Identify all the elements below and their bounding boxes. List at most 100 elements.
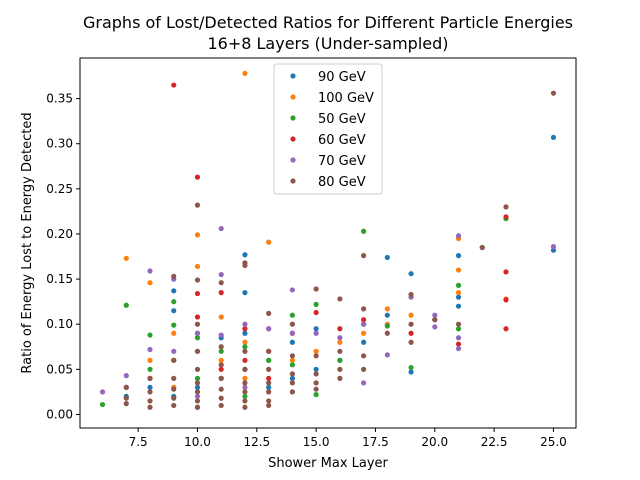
data-point (194, 174, 201, 180)
data-point (266, 357, 272, 363)
data-point (194, 348, 201, 354)
data-point (266, 366, 272, 372)
data-point (242, 393, 248, 400)
data-point (194, 314, 201, 320)
y-tick-label: 0.15 (46, 272, 73, 286)
data-point (550, 247, 557, 253)
data-point (171, 348, 177, 354)
data-point (171, 330, 177, 336)
data-point (147, 346, 153, 353)
data-point (289, 357, 295, 363)
legend-marker (290, 115, 296, 121)
data-point (503, 214, 509, 220)
data-point (171, 308, 177, 314)
legend-marker (290, 178, 296, 184)
data-point (242, 344, 248, 350)
data-point (147, 357, 153, 363)
data-point (361, 339, 367, 345)
data-point (337, 357, 343, 363)
data-point (171, 82, 177, 88)
legend-label: 90 GeV (318, 70, 366, 85)
legend-marker (290, 157, 296, 163)
data-point (266, 384, 272, 390)
chart-title: Graphs of Lost/Detected Ratios for Diffe… (83, 13, 573, 32)
data-point (194, 393, 201, 400)
data-point (123, 373, 129, 379)
data-point (289, 389, 295, 395)
legend-marker (290, 136, 296, 142)
data-point (147, 404, 153, 410)
data-point (194, 290, 201, 297)
data-point (171, 322, 177, 328)
legend: 90 GeV 100 GeV 50 GeV 60 GeV 70 GeV 80 GeV (273, 63, 383, 195)
data-point (123, 302, 129, 308)
data-point (147, 332, 153, 338)
data-point (289, 380, 295, 386)
data-point (147, 268, 153, 274)
legend-label: 50 GeV (318, 112, 366, 127)
data-point (242, 348, 248, 354)
data-point (361, 317, 367, 323)
data-point (194, 321, 201, 327)
data-point (194, 263, 201, 270)
data-point (218, 280, 224, 286)
series-50-gev (99, 216, 509, 410)
data-point (361, 228, 367, 234)
data-point (242, 290, 248, 296)
data-point (384, 306, 390, 312)
data-point (218, 366, 224, 372)
y-tick-label: 0.20 (46, 227, 73, 241)
data-point (337, 335, 343, 341)
data-point (242, 380, 248, 386)
plot-frame (79, 57, 577, 429)
data-point (242, 389, 248, 395)
data-point (99, 401, 106, 408)
data-point (242, 326, 248, 332)
data-point (242, 375, 248, 381)
y-tick-label: 0.10 (46, 317, 73, 331)
data-point (218, 314, 224, 320)
legend-label: 100 GeV (318, 91, 374, 106)
data-point (242, 330, 248, 336)
data-point (337, 339, 343, 345)
data-point (455, 303, 462, 309)
legend-label: 70 GeV (318, 154, 366, 169)
data-point (503, 297, 509, 303)
data-point (99, 389, 106, 395)
data-point (455, 345, 462, 352)
data-point (123, 384, 129, 390)
series-80-gev (123, 90, 557, 410)
legend-label: 80 GeV (318, 175, 366, 190)
data-point (194, 389, 201, 395)
data-point (408, 312, 414, 318)
data-point (313, 286, 319, 292)
data-point (361, 366, 367, 372)
data-point (171, 375, 177, 381)
data-point (503, 204, 509, 210)
data-point (171, 299, 177, 305)
data-point (242, 339, 248, 345)
data-point (171, 288, 177, 294)
data-point (455, 282, 462, 289)
data-point (194, 380, 201, 386)
data-point (289, 371, 295, 377)
data-point (242, 357, 248, 363)
data-point (289, 330, 295, 336)
data-point (361, 306, 367, 312)
data-point (289, 362, 295, 368)
data-point (455, 335, 462, 341)
data-point (313, 392, 319, 398)
y-axis-ticks: 0.00 0.05 0.10 0.15 0.20 0.25 0.30 0.35 (46, 92, 80, 421)
data-point (218, 290, 224, 296)
data-point (266, 310, 272, 316)
data-point (455, 321, 462, 327)
chart-subtitle: 16+8 Layers (Under-sampled) (207, 34, 448, 53)
data-point (455, 290, 462, 296)
data-point (218, 386, 224, 392)
data-point (550, 134, 557, 141)
y-tick-label: 0.05 (46, 362, 73, 376)
data-point (361, 253, 367, 259)
data-point (313, 380, 319, 386)
y-axis-label: Ratio of Energy Lost to Energy Detected (20, 112, 35, 373)
